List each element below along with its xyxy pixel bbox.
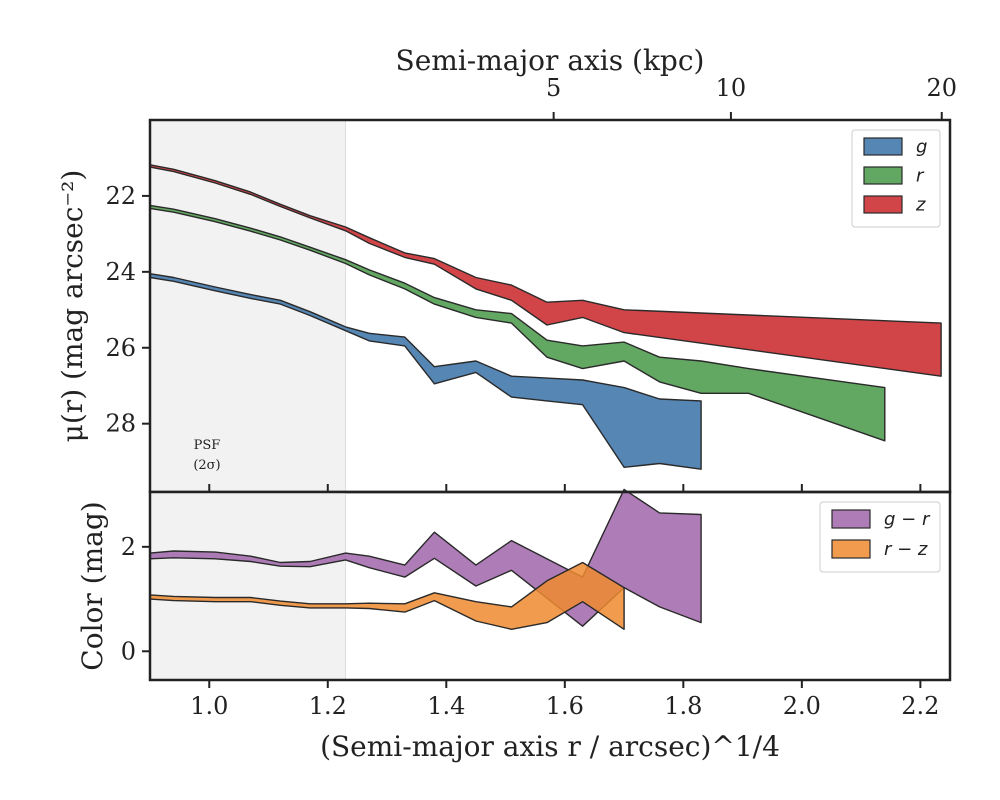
x-tick-label: 1.2: [309, 692, 347, 720]
band-r-z: [149, 561, 625, 630]
bottom-panel-frame: [148, 490, 952, 682]
psf-shaded-region: [150, 120, 346, 492]
legend-swatch-r-z: [831, 539, 871, 559]
kpc-tick-label: 10: [716, 74, 747, 102]
legend-label-r-z: r − z: [884, 539, 928, 560]
legend-swatch-g: [863, 137, 903, 156]
x-tick-label: 2.2: [901, 692, 939, 720]
color-panel: 02 1.0 1.2 1.4 1.6 1.8 2.0 2.2 g − rr − z: [121, 488, 952, 720]
top-axis-title: Semi-major axis (kpc): [396, 44, 705, 77]
legend-swatch-z: [863, 195, 903, 214]
x-tick-label: 1.8: [664, 692, 702, 720]
y-tick-label: 24: [105, 258, 136, 286]
band-g: [149, 273, 702, 470]
legend-swatch-r: [863, 166, 903, 185]
x-tick-label: 1.0: [190, 692, 228, 720]
legend-label-r: r: [916, 166, 925, 187]
bottom-y-ticks: 02: [121, 533, 150, 665]
legend-label-z: z: [915, 195, 926, 216]
psf-label-line2: (2σ): [193, 458, 220, 473]
top-legend: grz: [851, 129, 941, 228]
y-tick-label: 22: [105, 182, 136, 210]
x-tick-label: 2.0: [783, 692, 821, 720]
top-axis-kpc-ticks: 51020305075100: [546, 74, 957, 120]
psf-shaded-region-color: [150, 492, 346, 680]
bottom-y-axis-label: Color (mag): [76, 501, 109, 670]
bottom-x-ticks: 1.0 1.2 1.4 1.6 1.8 2.0 2.2: [190, 680, 939, 720]
y-tick-label: 2: [121, 533, 136, 561]
surface-brightness-bands: [149, 164, 942, 470]
top-y-axis-label: μ(r) (mag arcsec⁻²): [56, 170, 89, 443]
top-panel-bottom-ticks: [208, 484, 922, 492]
psf-label-line1: PSF: [194, 438, 221, 453]
x-tick-label: 1.4: [427, 692, 465, 720]
kpc-tick-label: 5: [546, 74, 561, 102]
y-tick-label: 0: [121, 637, 136, 665]
x-axis-label: (Semi-major axis r / arcsec)^1/4: [320, 730, 780, 763]
x-tick-label: 1.6: [546, 692, 584, 720]
legend-label-g-r: g − r: [884, 509, 931, 530]
band-r: [149, 204, 886, 442]
y-tick-label: 26: [105, 334, 136, 362]
legend-label-g: g: [916, 137, 927, 158]
y-tick-label: 28: [105, 410, 136, 438]
top-y-ticks: 22 24 26 28: [105, 182, 150, 438]
bottom-legend: g − r r − z: [819, 501, 941, 573]
band-z: [149, 164, 942, 377]
color-bands: [149, 488, 702, 630]
kpc-tick-label: 20: [926, 74, 957, 102]
legend-swatch-g-r: [831, 509, 871, 529]
